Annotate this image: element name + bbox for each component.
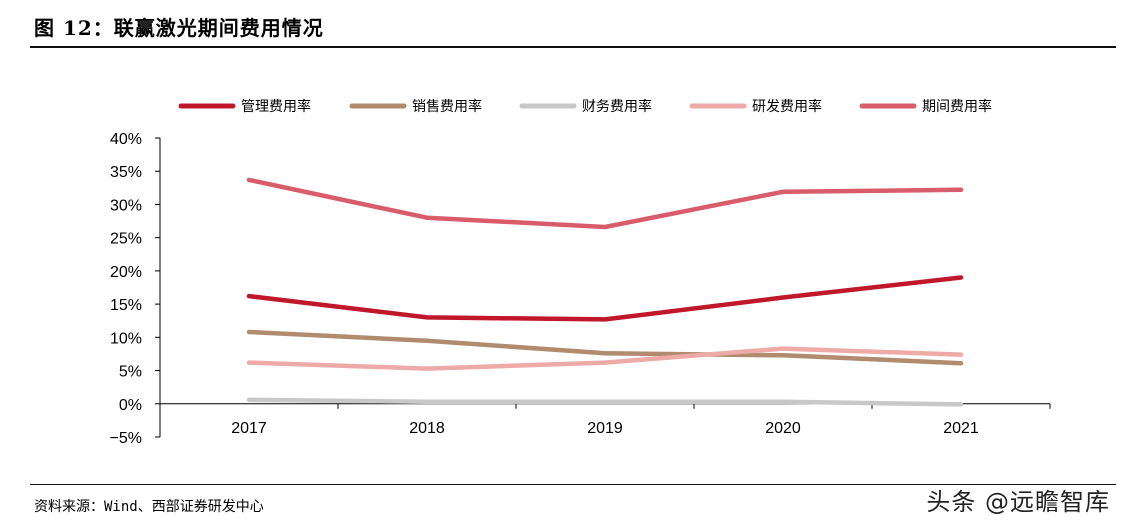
data-point [781, 295, 785, 300]
x-tick-label: 2018 [409, 420, 445, 437]
watermark: 头条 @远瞻智库 [926, 488, 1110, 516]
y-tick-label: 10% [110, 330, 142, 347]
y-tick-label: −5% [110, 430, 142, 447]
top-divider [30, 46, 1116, 48]
legend-label: 期间费用率 [922, 98, 992, 115]
data-point [247, 177, 251, 182]
data-point [959, 187, 963, 192]
data-point [781, 189, 785, 194]
series-line-5 [246, 177, 964, 230]
data-point [959, 352, 963, 357]
legend-label: 管理费用率 [241, 98, 311, 115]
data-point [959, 361, 963, 366]
y-tick-label: 40% [110, 131, 142, 148]
data-point [425, 399, 429, 404]
series-line-1 [246, 275, 964, 322]
x-tick-label: 2019 [587, 420, 623, 437]
data-point [603, 399, 607, 404]
y-tick-label: 30% [110, 197, 142, 214]
data-point [247, 360, 251, 365]
data-point [425, 215, 429, 220]
legend-label: 研发费用率 [752, 98, 822, 115]
x-tick-label: 2020 [765, 420, 801, 437]
data-point [959, 275, 963, 280]
x-tick-label: 2021 [943, 420, 979, 437]
data-point [247, 397, 251, 402]
y-tick-label: 25% [110, 231, 142, 248]
data-point [781, 353, 785, 358]
data-point [247, 330, 251, 335]
series-line-2 [246, 329, 964, 366]
data-point [247, 294, 251, 299]
y-tick-label: 0% [119, 397, 142, 414]
data-point [425, 315, 429, 320]
data-point [603, 317, 607, 322]
source-note: 资料来源：Wind、西部证券研发中心 [34, 499, 264, 515]
y-tick-label: 5% [119, 364, 142, 381]
figure-title: 图 12：联赢激光期间费用情况 [34, 16, 324, 40]
y-tick-label: 35% [110, 164, 142, 181]
y-tick-label: 15% [110, 297, 142, 314]
bottom-divider [30, 484, 1116, 485]
data-point [603, 351, 607, 356]
legend: 管理费用率 销售费用率 财务费用率 研发费用率 期间费用率 [178, 98, 992, 115]
series-lines [246, 177, 964, 407]
data-point [959, 402, 963, 407]
data-point [425, 366, 429, 371]
data-point [603, 360, 607, 365]
y-tick-label: 20% [110, 264, 142, 281]
data-point [603, 225, 607, 230]
x-tick-label: 2017 [231, 420, 267, 437]
legend-label: 销售费用率 [412, 98, 482, 115]
data-point [425, 338, 429, 343]
legend-label: 财务费用率 [582, 98, 652, 115]
data-point [781, 399, 785, 404]
data-point [781, 346, 785, 351]
